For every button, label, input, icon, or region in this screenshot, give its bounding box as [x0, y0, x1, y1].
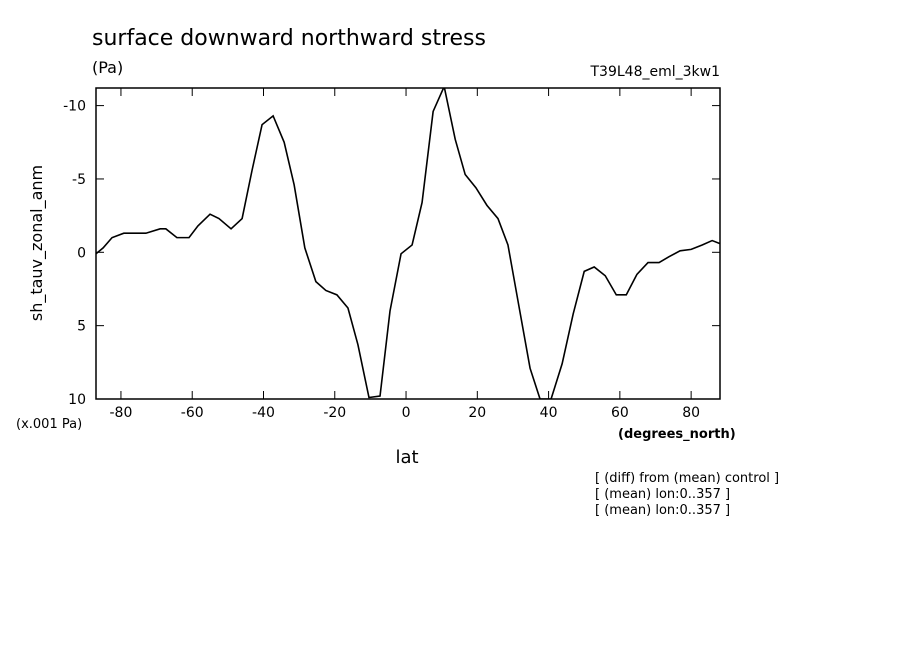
units: (Pa): [92, 58, 123, 77]
y-tick-label: -10: [63, 99, 86, 115]
y-scale-label: (x.001 Pa): [16, 417, 82, 432]
x-tick-label: 60: [611, 405, 629, 421]
y-axis-title: sh_tauv_zonal_anm: [27, 165, 47, 321]
y-tick-label: 0: [77, 245, 86, 261]
x-tick-label: -40: [252, 405, 275, 421]
chart-title: surface downward northward stress: [92, 26, 486, 51]
x-tick-label: -20: [323, 405, 346, 421]
x-tick-label: 20: [468, 405, 486, 421]
note: [ (diff) from (mean) control ]: [595, 471, 779, 486]
note: [ (mean) lon:0..357 ]: [595, 503, 730, 518]
plot-frame: [95, 87, 721, 400]
x-units-label: (degrees_north): [618, 427, 736, 442]
x-tick-label: 0: [402, 405, 411, 421]
x-tick-label: 80: [682, 405, 700, 421]
x-axis-title: lat: [395, 447, 418, 468]
y-tick-label: 5: [77, 319, 86, 335]
y-tick-label: 10: [68, 392, 86, 408]
x-tick-label: 40: [540, 405, 558, 421]
run-label: T39L48_eml_3kw1: [590, 64, 721, 80]
y-tick-label: -5: [72, 172, 86, 188]
x-tick-label: -60: [181, 405, 204, 421]
data-line: [96, 88, 720, 399]
note: [ (mean) lon:0..357 ]: [595, 487, 730, 502]
x-tick-label: -80: [110, 405, 133, 421]
